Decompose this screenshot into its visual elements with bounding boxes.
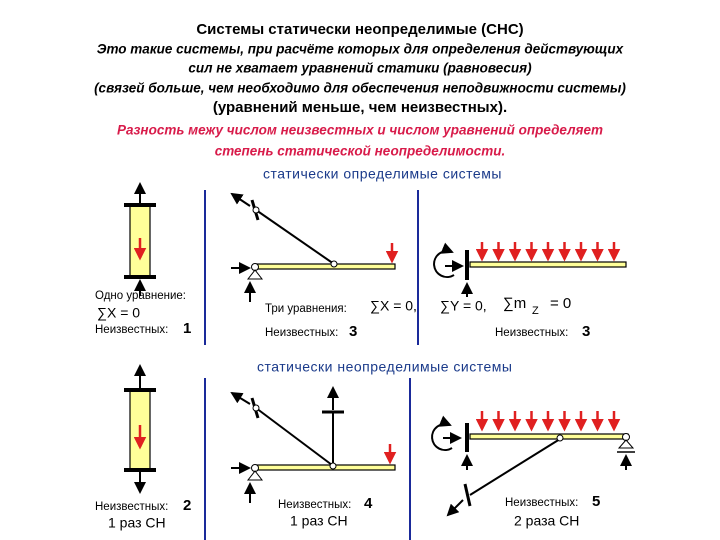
support [255,209,335,265]
count: 2 [183,497,191,514]
equation: = 0 [550,295,571,312]
support [246,269,264,280]
beam-diagram [230,386,397,503]
beam [254,263,396,270]
hinge [252,206,260,214]
emphasis: степень статической неопределимости. [215,144,506,159]
reaction-arrow [446,499,464,517]
equation: ∑X = 0, [370,298,417,314]
definition: Это такие системы, при расчёте которых д… [97,42,624,57]
definition: сил не хватает уравнений статики (равнов… [188,61,532,76]
hinge [252,404,260,412]
group [475,411,621,432]
support [433,242,455,278]
label: Неизвестных: [495,327,568,339]
beam-diagram [230,192,399,302]
title: Системы статически неопределимые (СНС) [196,21,523,38]
hinge [330,260,338,268]
label: Три уравнения: [265,303,347,315]
reaction-arrow [230,192,251,207]
equation: ∑m [503,295,526,312]
support [469,438,561,496]
equation: ∑X = 0 [97,305,140,321]
equation: ∑Y = 0, [440,298,487,314]
count: 3 [582,323,590,340]
subscript: Z [532,305,539,317]
support [617,439,635,449]
emphasis: Разность межу числом неизвестных и число… [117,123,603,138]
rod-diagram [124,364,156,494]
beam [469,261,627,268]
reaction-arrow [230,391,251,405]
degree: 1 раз СН [290,513,348,529]
label: Неизвестных: [265,327,338,339]
count: 5 [592,493,600,510]
section-heading: статически неопределимые системы [257,359,512,375]
group [475,242,621,262]
support [255,407,333,466]
count: 3 [349,323,357,340]
support [431,415,453,451]
count: 1 [183,320,191,337]
count: 4 [364,495,373,512]
note: (уравнений меньше, чем неизвестных). [213,99,507,116]
frame-diagram [431,411,635,517]
degree: 1 раз СН [108,515,166,531]
label: Одно уравнение: [95,290,186,302]
note: (связей больше, чем необходимо для обесп… [94,81,626,96]
label: Неизвестных: [278,499,351,511]
hinge [556,434,564,442]
hinge [329,462,337,470]
support [246,470,264,481]
rod-diagram [124,182,156,296]
label: Неизвестных: [95,501,168,513]
cantilever-diagram [433,242,627,297]
degree: 2 раза СН [514,513,579,529]
beam [254,464,396,471]
section-heading: статически определимые системы [263,166,502,182]
beam [469,433,629,440]
label: Неизвестных: [95,324,168,336]
support [463,483,472,507]
label: Неизвестных: [505,497,578,509]
